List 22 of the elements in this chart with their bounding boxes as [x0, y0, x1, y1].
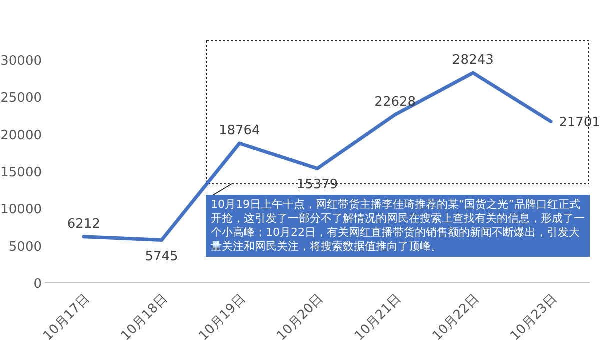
y-tick-label: 25000 [0, 91, 42, 106]
data-label: 6212 [67, 216, 100, 232]
data-label: 5745 [145, 249, 178, 264]
annotation: 10月19日上午十点，网红带货主播李佳琦推荐的某“国货之光”品牌口红正式开抢，这引发了一部分不了解情况的网民在搜索上查找有关的信息，形成了一个小高峰；10月22日，有关网红直播带货的销售额的新闻不断爆出，引发大量关注和网民关注，将搜索数据值推向了顶峰。 [206, 195, 590, 257]
y-tick-label: 5000 [8, 240, 42, 255]
x-tick-label: 10月22日 [430, 292, 482, 344]
y-tick-label: 30000 [0, 54, 42, 69]
x-tick-label: 10月21日 [352, 292, 405, 344]
y-tick-label: 15000 [0, 166, 42, 180]
data-label: 22628 [374, 94, 416, 110]
data-label: 28243 [452, 53, 494, 68]
x-tick-label: 10月19日 [196, 292, 249, 344]
x-tick-label: 10月18日 [118, 292, 172, 344]
x-tick-label: 10月20日 [274, 292, 327, 344]
data-label: 18764 [218, 124, 260, 139]
data-label: 21701 [559, 116, 600, 131]
x-tick-label: 10月23日 [508, 292, 560, 344]
y-tick-label: 0 [34, 277, 42, 292]
x-tick-label: 10月17日 [40, 292, 94, 344]
y-tick-label: 20000 [0, 128, 42, 144]
y-tick-label: 10000 [0, 202, 42, 218]
data-label: 15379 [296, 178, 338, 193]
